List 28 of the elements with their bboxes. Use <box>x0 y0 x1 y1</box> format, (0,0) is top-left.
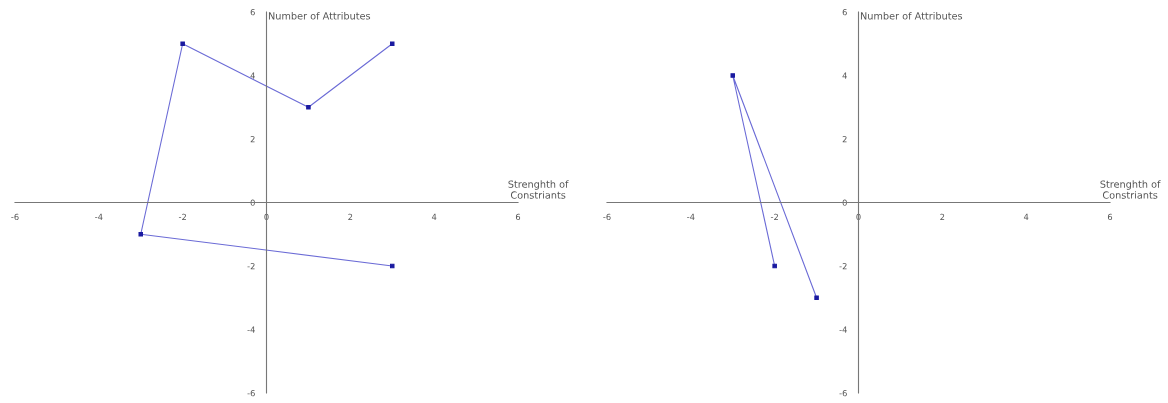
x-tick-label: 6 <box>1107 213 1113 221</box>
y-tick-label: -4 <box>839 326 847 333</box>
x-tick-label: -6 <box>11 213 19 221</box>
y-tick-label: 2 <box>250 135 255 143</box>
y-tick-label: -2 <box>247 262 255 270</box>
y-tick-label: -6 <box>839 389 847 397</box>
y-tick-label: 6 <box>250 8 255 16</box>
x-tick-label: 2 <box>348 213 353 220</box>
y-tick-label: -2 <box>839 262 847 270</box>
x-tick-label: -2 <box>178 213 186 220</box>
x-tick-label: 4 <box>431 213 437 220</box>
x-tick-label: -2 <box>770 213 778 220</box>
y-tick-label: -6 <box>247 389 255 397</box>
x-tick-label: -4 <box>687 213 695 220</box>
x-tick-label: -6 <box>603 213 611 221</box>
y-axis-title: Number of Attributes <box>268 12 371 20</box>
x-tick-label: 6 <box>515 213 521 221</box>
x-axis-title: Strenghth of Constriants <box>508 180 569 199</box>
x-tick-label: 4 <box>1023 213 1029 220</box>
x-tick-label: -4 <box>95 213 103 220</box>
y-tick-label: 4 <box>842 72 847 79</box>
y-tick-label: 6 <box>842 8 847 16</box>
x-tick-label: 2 <box>940 213 945 220</box>
y-tick-label: -4 <box>247 326 255 333</box>
y-axis-title: Number of Attributes <box>860 12 963 20</box>
y-tick-label: 2 <box>842 135 847 143</box>
x-axis-title: Strenghth of Constriants <box>1100 180 1161 199</box>
y-tick-label: 4 <box>250 72 255 79</box>
